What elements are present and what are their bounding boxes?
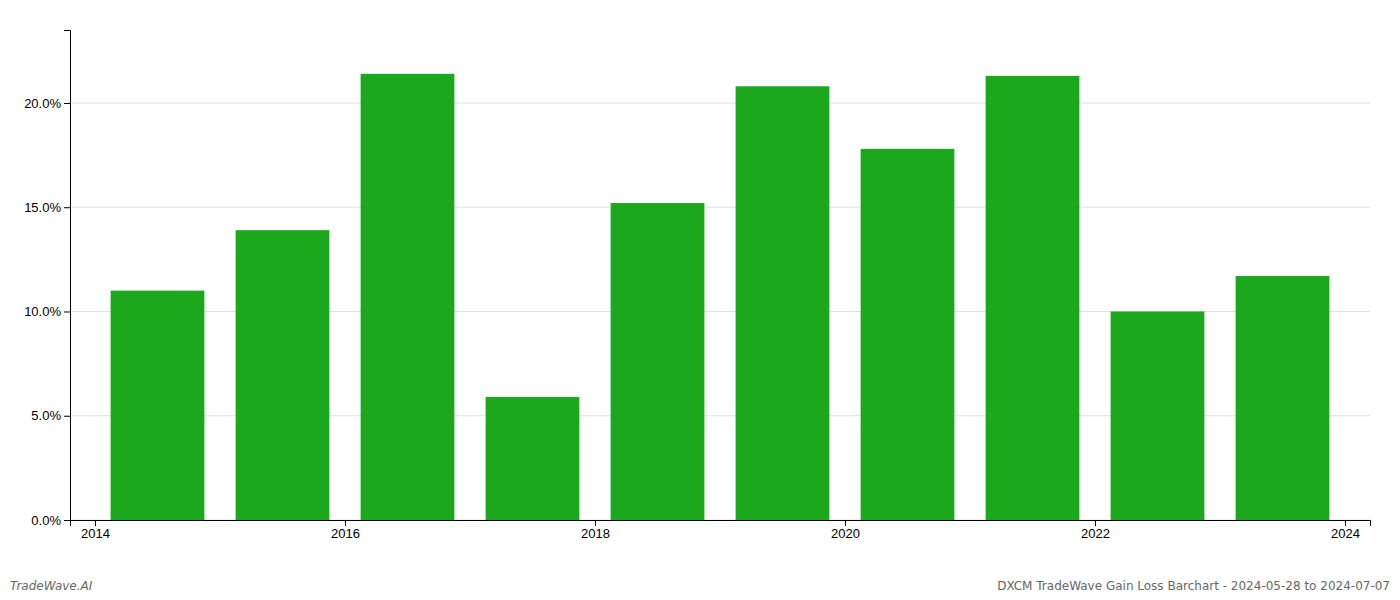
x-tick-label: 2014 (81, 526, 110, 541)
y-tick-label: 20.0% (24, 96, 61, 111)
y-tick-mark (64, 207, 70, 208)
x-axis: 2014 2016 2018 2020 2022 2024 (71, 520, 1371, 541)
x-tick: 2018 (581, 520, 610, 541)
x-tick-mark (845, 520, 846, 526)
bar (736, 86, 830, 520)
x-tick-mark (345, 520, 346, 526)
footer-left: TradeWave.AI (10, 579, 93, 593)
x-tick-label: 2022 (1081, 526, 1110, 541)
y-tick: 10.0% (24, 304, 70, 319)
y-tick: 15.0% (24, 200, 70, 215)
x-axis-line (71, 521, 1371, 527)
x-tick-mark (95, 520, 96, 526)
bar (986, 76, 1080, 520)
x-tick-mark (1095, 520, 1096, 526)
x-tick: 2014 (81, 520, 110, 541)
bar (486, 397, 580, 520)
y-tick-label: 10.0% (24, 304, 61, 319)
grid (70, 103, 1370, 520)
x-tick-label: 2020 (831, 526, 860, 541)
bar (611, 203, 705, 520)
bar (236, 230, 330, 520)
x-tick: 2016 (331, 520, 360, 541)
y-axis-line (64, 31, 71, 521)
y-tick-mark (64, 103, 70, 104)
chart: 0.0%5.0%10.0%15.0%20.0%20142016201820202… (0, 0, 1400, 600)
y-tick-mark (64, 520, 70, 521)
x-tick: 2024 (1331, 520, 1360, 541)
bar (1111, 311, 1205, 520)
y-axis: 0.0% 5.0% 10.0% 15.0% 20.0% (24, 31, 70, 528)
bars (111, 74, 1330, 520)
y-tick: 5.0% (31, 408, 70, 423)
x-tick-mark (595, 520, 596, 526)
bar (861, 149, 955, 520)
y-tick: 20.0% (24, 96, 70, 111)
y-tick-label: 15.0% (24, 200, 61, 215)
footer-right: DXCM TradeWave Gain Loss Barchart - 2024… (997, 579, 1390, 593)
y-tick-label: 0.0% (31, 513, 61, 528)
y-tick-mark (64, 416, 70, 417)
x-tick: 2022 (1081, 520, 1110, 541)
grid-line (70, 102, 1370, 103)
x-tick-label: 2024 (1331, 526, 1360, 541)
x-tick-label: 2016 (331, 526, 360, 541)
plot: 0.0%5.0%10.0%15.0%20.0%20142016201820202… (24, 31, 1370, 542)
y-tick-mark (64, 311, 70, 312)
bar (361, 74, 455, 520)
x-tick: 2020 (831, 520, 860, 541)
x-tick-label: 2018 (581, 526, 610, 541)
x-tick-mark (1345, 520, 1346, 526)
grid-line (70, 207, 1370, 208)
y-tick-label: 5.0% (31, 408, 61, 423)
y-tick: 0.0% (31, 513, 70, 528)
bar (1236, 276, 1330, 520)
bar (111, 291, 205, 520)
